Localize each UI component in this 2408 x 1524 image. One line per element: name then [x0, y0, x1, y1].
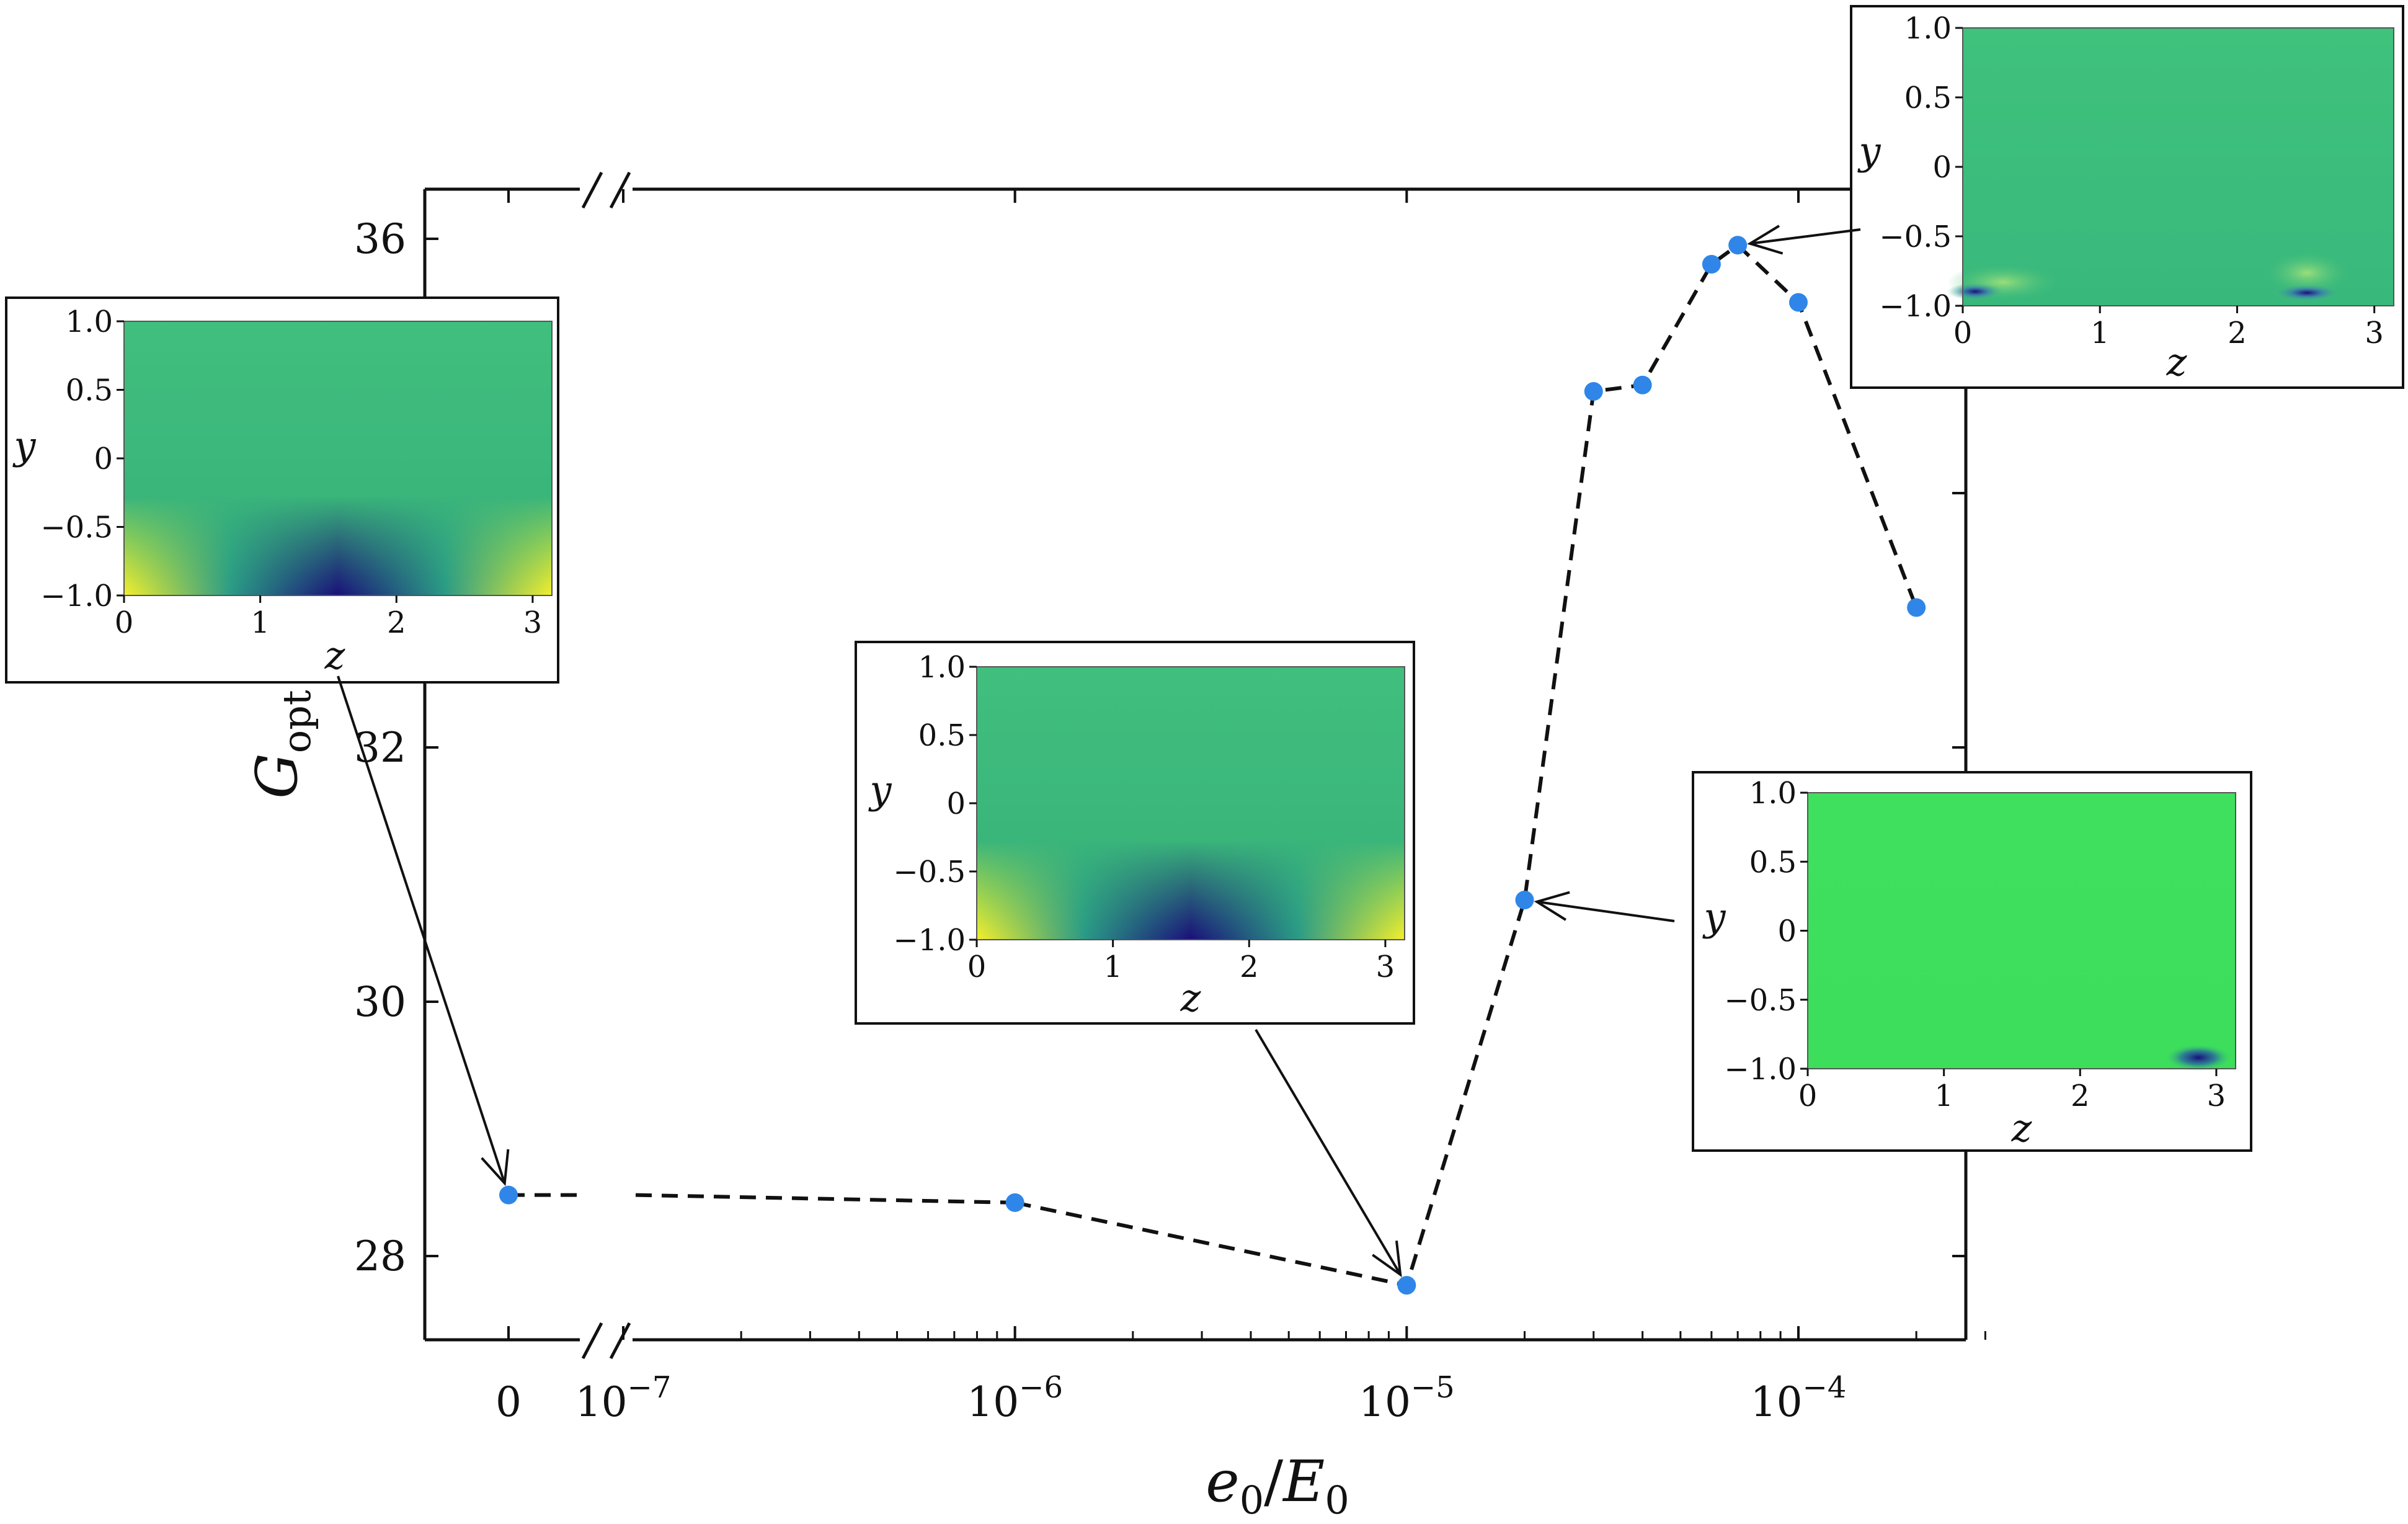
inset-y-tick-label: 0.5 [1904, 81, 1952, 115]
x-axis-label: e0/E0 [1206, 1448, 1349, 1523]
inset-y-tick-label: −1.0 [1879, 289, 1952, 324]
arrow-line [1749, 228, 1861, 245]
inset-x-tick-label: 1 [2090, 316, 2110, 350]
inset-y-tick-label: −0.5 [1879, 220, 1952, 254]
axis-ticks [425, 189, 1986, 1340]
x-tick-label: 10−5 [1359, 1370, 1455, 1426]
y-tick-label: 30 [354, 978, 406, 1026]
inset-x-tick-label: 2 [387, 605, 406, 640]
inset-x-axis-label: z [324, 633, 345, 678]
arrow-head [1372, 1241, 1402, 1278]
inset-center-streaks [977, 840, 1405, 940]
arrow-line [1255, 1028, 1402, 1275]
inset-y-tick-label: 0.5 [66, 373, 113, 408]
inset-y-tick-label: −0.5 [40, 510, 113, 545]
data-point [1728, 236, 1748, 255]
inset-y-tick-label: 0.5 [918, 718, 966, 753]
arrow-line [1537, 900, 1675, 922]
inset-x-axis-label: z [2166, 339, 2187, 385]
inset-x-tick-label: 1 [251, 605, 270, 640]
inset-x-tick-label: 2 [2228, 316, 2247, 350]
inset-y-tick-label: −0.5 [1724, 983, 1797, 1018]
data-point [1515, 891, 1534, 909]
axis-break-marks [581, 171, 631, 1360]
inset-right-lower [1692, 771, 2252, 1152]
data-point [1702, 255, 1721, 274]
inset-y-tick-label: 0 [1777, 914, 1797, 949]
inset-y-tick-label: 1.0 [66, 305, 113, 339]
arrow-line [337, 675, 506, 1184]
inset-x-tick-label: 2 [1240, 950, 1259, 984]
inset-y-tick-label: 0 [1932, 150, 1952, 185]
inset-x-tick-label: 0 [115, 605, 134, 640]
inset-left-heatmap [124, 321, 552, 595]
arrow-head [1534, 891, 1570, 921]
inset-left-streaks [124, 496, 552, 595]
inset-y-axis-label: y [1702, 894, 1726, 940]
inset-center-heatmap [977, 667, 1405, 940]
inset-y-tick-label: 0 [94, 442, 113, 476]
inset-x-tick-label: 1 [1103, 950, 1122, 984]
inset-y-tick-label: −1.0 [40, 579, 113, 613]
inset-y-axis-label: y [12, 423, 36, 468]
x-tick-label: 10−6 [967, 1370, 1063, 1426]
arrow-head [481, 1149, 510, 1187]
series-markers [499, 236, 1926, 1295]
data-point [1789, 293, 1808, 312]
inset-y-tick-label: 1.0 [918, 650, 966, 685]
inset-x-tick-label: 0 [967, 950, 987, 984]
inset-top-right-spot-2 [2273, 284, 2341, 301]
data-point [1907, 598, 1926, 617]
inset-x-tick-label: 3 [2207, 1079, 2226, 1113]
inset-x-tick-label: 3 [523, 605, 543, 640]
x-tick-labels: 0 10−7 10−6 10−5 10−4 [495, 1370, 1846, 1426]
inset-y-tick-label: 0 [946, 787, 966, 821]
inset-top-right-heatmap [1947, 28, 2394, 306]
y-axis-label: Gopt [244, 690, 319, 799]
annotation-arrows [337, 225, 1861, 1278]
inset-x-tick-label: 2 [2071, 1079, 2090, 1113]
data-point [1584, 382, 1603, 401]
inset-x-axis-label: z [2011, 1105, 2032, 1151]
inset-y-tick-label: 1.0 [1749, 776, 1797, 811]
inset-y-axis-label: y [868, 767, 892, 813]
inset-x-tick-label: 3 [2365, 316, 2384, 350]
x-tick-label: 10−4 [1751, 1370, 1847, 1426]
x-tick-label: 10−7 [575, 1370, 672, 1426]
inset-y-tick-label: −1.0 [1724, 1052, 1797, 1087]
y-tick-label: 36 [354, 215, 406, 263]
inset-y-axis-label: y [1857, 128, 1881, 174]
inset-x-tick-label: 0 [1798, 1079, 1818, 1113]
inset-left [5, 296, 559, 684]
x-tick-label: 0 [495, 1378, 522, 1426]
inset-right-lower-spot [2164, 1044, 2233, 1071]
inset-x-tick-label: 3 [1376, 950, 1395, 984]
inset-x-tick-label: 0 [1953, 316, 1973, 350]
inset-x-axis-label: z [1180, 975, 1201, 1020]
inset-y-tick-label: 0.5 [1749, 845, 1797, 880]
y-tick-label: 28 [354, 1232, 406, 1280]
inset-x-tick-label: 1 [1934, 1079, 1953, 1113]
inset-y-tick-label: 1.0 [1904, 11, 1952, 46]
data-point [1005, 1193, 1024, 1212]
inset-labels: 0 1 2 3 1.0 0.5 0 −0.5 −1.0 y z 0 1 2 3 1.0 0.5 0 −0.5 −1.0… [12, 11, 2394, 1151]
inset-right-lower-heatmap [1808, 793, 2236, 1071]
inset-top-right-spot-1 [1947, 283, 2003, 300]
data-point [1633, 375, 1652, 394]
data-point [499, 1185, 518, 1205]
series-segment [635, 1193, 1015, 1205]
inset-y-tick-label: −0.5 [893, 855, 966, 889]
data-point [1397, 1276, 1416, 1295]
inset-center [855, 641, 1415, 1025]
arrow-head [1747, 225, 1784, 255]
inset-y-tick-label: −1.0 [893, 923, 966, 958]
inset-top-right [1850, 5, 2404, 389]
